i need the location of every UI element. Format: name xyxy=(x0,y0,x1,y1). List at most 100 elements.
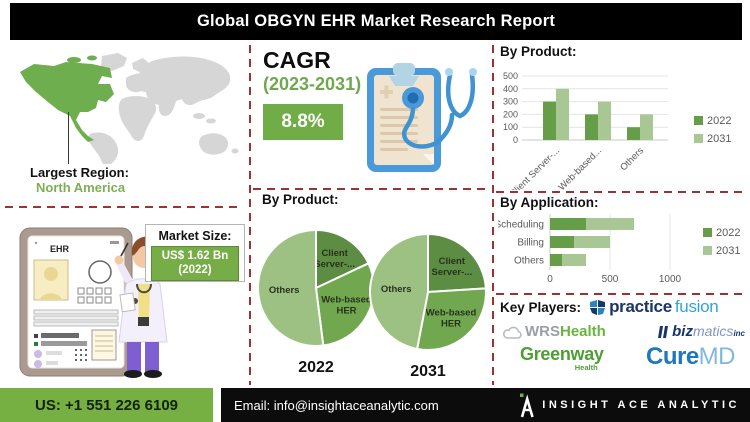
largest-region-label: Largest Region: xyxy=(30,165,129,180)
pie-year-label: 2031 xyxy=(410,363,446,380)
practice-fusion-text-2: fusion xyxy=(674,297,719,316)
biz-text: biz xyxy=(672,323,693,340)
legend-swatch-2031 xyxy=(703,246,712,255)
application-section-title: By Application: xyxy=(500,195,599,210)
pie-slice-label: Client xyxy=(321,248,348,259)
curemd-logo: CureMD xyxy=(645,343,736,370)
cure-text: Cure xyxy=(645,343,699,370)
wrs-cloud-icon xyxy=(503,326,522,339)
legend-label-2031: 2031 xyxy=(716,245,740,257)
md-text: MD xyxy=(698,343,736,370)
x-tick-label: 0 xyxy=(547,274,553,285)
pie-slice-2031-Client Server-... xyxy=(427,233,487,293)
bizmatics-icon xyxy=(658,325,669,338)
pie-slice-2031-Web-based HER xyxy=(416,287,487,351)
divider-right-bottom xyxy=(496,293,744,295)
market-size-value: US$ 1.62 Bn xyxy=(161,250,229,262)
practice-fusion-icon xyxy=(590,299,606,315)
y-tick-label: 500 xyxy=(503,71,518,81)
bar-2031-Web-based... xyxy=(598,101,611,140)
greenway-health-text: Health xyxy=(574,363,598,372)
by-product-bar-chart: 0 100 200 300 400 500 Client Server-...Web-bas… xyxy=(503,71,732,190)
pie-slice-2022-Web-based HER xyxy=(315,262,375,347)
pie-slice-label: Server-... xyxy=(314,259,355,270)
cagr-period: (2023-2031) xyxy=(263,74,362,94)
brand-name: INSIGHT ACE ANALYTIC xyxy=(542,399,740,411)
key-players-label: Key Players: xyxy=(500,299,582,315)
doctor-figure xyxy=(114,236,168,378)
market-size-value-badge: US$ 1.62 Bn (2022) xyxy=(151,246,239,281)
greenway-text: Greenway xyxy=(520,344,604,364)
tablet-keypad xyxy=(77,287,112,304)
y-tick-label: 400 xyxy=(503,84,518,94)
pie-slice-label: Web-based xyxy=(426,308,477,319)
market-size-year: (2022) xyxy=(178,264,212,277)
bar-2022-Others xyxy=(627,127,640,140)
insight-ace-icon xyxy=(520,393,535,417)
bar-2022-Web-based... xyxy=(585,114,598,140)
pie-slice-label: HER xyxy=(441,319,461,330)
bar-section-title: By Product: xyxy=(500,44,577,59)
footer-phone: US: +1 551 226 6109 xyxy=(34,396,179,414)
market-size-label: Market Size: xyxy=(158,229,232,243)
x-category-label: Web-based... xyxy=(557,145,605,190)
market-size-box: Market Size: US$ 1.62 Bn (2022) xyxy=(145,224,245,282)
footer-contact-bar: Email: info@insightaceanalytic.com INSIG… xyxy=(221,388,750,422)
pie-slice-label: Web-based xyxy=(321,294,372,305)
pie-slice-2022-Client Server-... xyxy=(315,229,370,289)
inc-text: inc xyxy=(733,329,745,338)
footer-email[interactable]: Email: info@insightaceanalytic.com xyxy=(234,397,439,413)
y-category-label: Others xyxy=(514,256,544,267)
y-tick-label: 0 xyxy=(513,135,518,145)
brand-logo: INSIGHT ACE ANALYTIC xyxy=(519,393,740,418)
cagr-label: CAGR xyxy=(263,47,331,73)
legend-label-2022: 2022 xyxy=(716,227,740,239)
divider-middle-column xyxy=(253,188,489,190)
divider-vertical-right xyxy=(492,45,494,385)
wrs-text: WRS xyxy=(525,323,560,340)
map-north-america xyxy=(20,55,114,142)
wrs-health-logo: WRS Health xyxy=(503,323,606,340)
x-tick-label: 500 xyxy=(602,274,619,285)
key-players-row-1: Key Players: practice fusion xyxy=(500,297,719,317)
bar-2031-Client Server-... xyxy=(556,88,569,140)
legend-swatch-2031 xyxy=(694,134,703,143)
cagr-value-badge: 8.8% xyxy=(263,104,343,140)
legend-swatch-2022 xyxy=(703,228,712,237)
wrs-health-text: Health xyxy=(560,323,606,340)
by-product-pie-charts: ClientServer-...Web-basedHEROthers2022Cl… xyxy=(257,229,487,380)
bar-2031-Scheduling xyxy=(586,218,634,230)
largest-region-value: North America xyxy=(36,180,126,195)
bar-2022-Billing xyxy=(550,236,574,248)
pie-slice-label: Others xyxy=(381,284,412,295)
greenway-logo: Greenway Health xyxy=(520,345,604,372)
world-map xyxy=(20,53,239,164)
page-title: Global OBGYN EHR Market Research Report xyxy=(196,12,556,30)
bar-2022-Scheduling xyxy=(550,218,586,230)
x-tick-label: 1000 xyxy=(659,274,682,285)
pie-slice-label: Server-... xyxy=(431,267,472,278)
map-pointer-line xyxy=(68,112,69,164)
x-category-label: Others xyxy=(618,145,646,173)
y-category-label: Scheduling xyxy=(498,220,544,231)
doctor-tablet-illustration: EHR xyxy=(19,227,168,378)
divider-vertical-left xyxy=(249,45,251,385)
legend-label-2022: 2022 xyxy=(707,115,731,127)
legend-label-2031: 2031 xyxy=(707,133,731,145)
pie-slice-label: HER xyxy=(336,305,356,316)
y-category-label: Billing xyxy=(517,238,544,249)
pie-slice-label: Others xyxy=(269,285,300,296)
y-tick-label: 200 xyxy=(503,109,518,119)
bar-2022-Client Server-... xyxy=(543,101,556,140)
clipboard-stethoscope-icon xyxy=(367,63,477,172)
pie-slice-2022-Others xyxy=(257,229,325,347)
map-other-continents xyxy=(88,53,239,164)
pie-slice-label: Client xyxy=(439,256,466,267)
bizmatics-logo: biz matics inc xyxy=(657,323,745,340)
title-banner: Global OBGYN EHR Market Research Report xyxy=(10,3,742,40)
practice-fusion-text-1: practice xyxy=(609,297,672,316)
x-category-label: Client Server-... xyxy=(508,145,562,190)
pie-year-label: 2022 xyxy=(298,359,334,376)
by-application-bar-chart: 0 500 1000 Scheduling Billing Others 2022 2031 xyxy=(498,214,740,285)
divider-right-top xyxy=(496,191,744,193)
